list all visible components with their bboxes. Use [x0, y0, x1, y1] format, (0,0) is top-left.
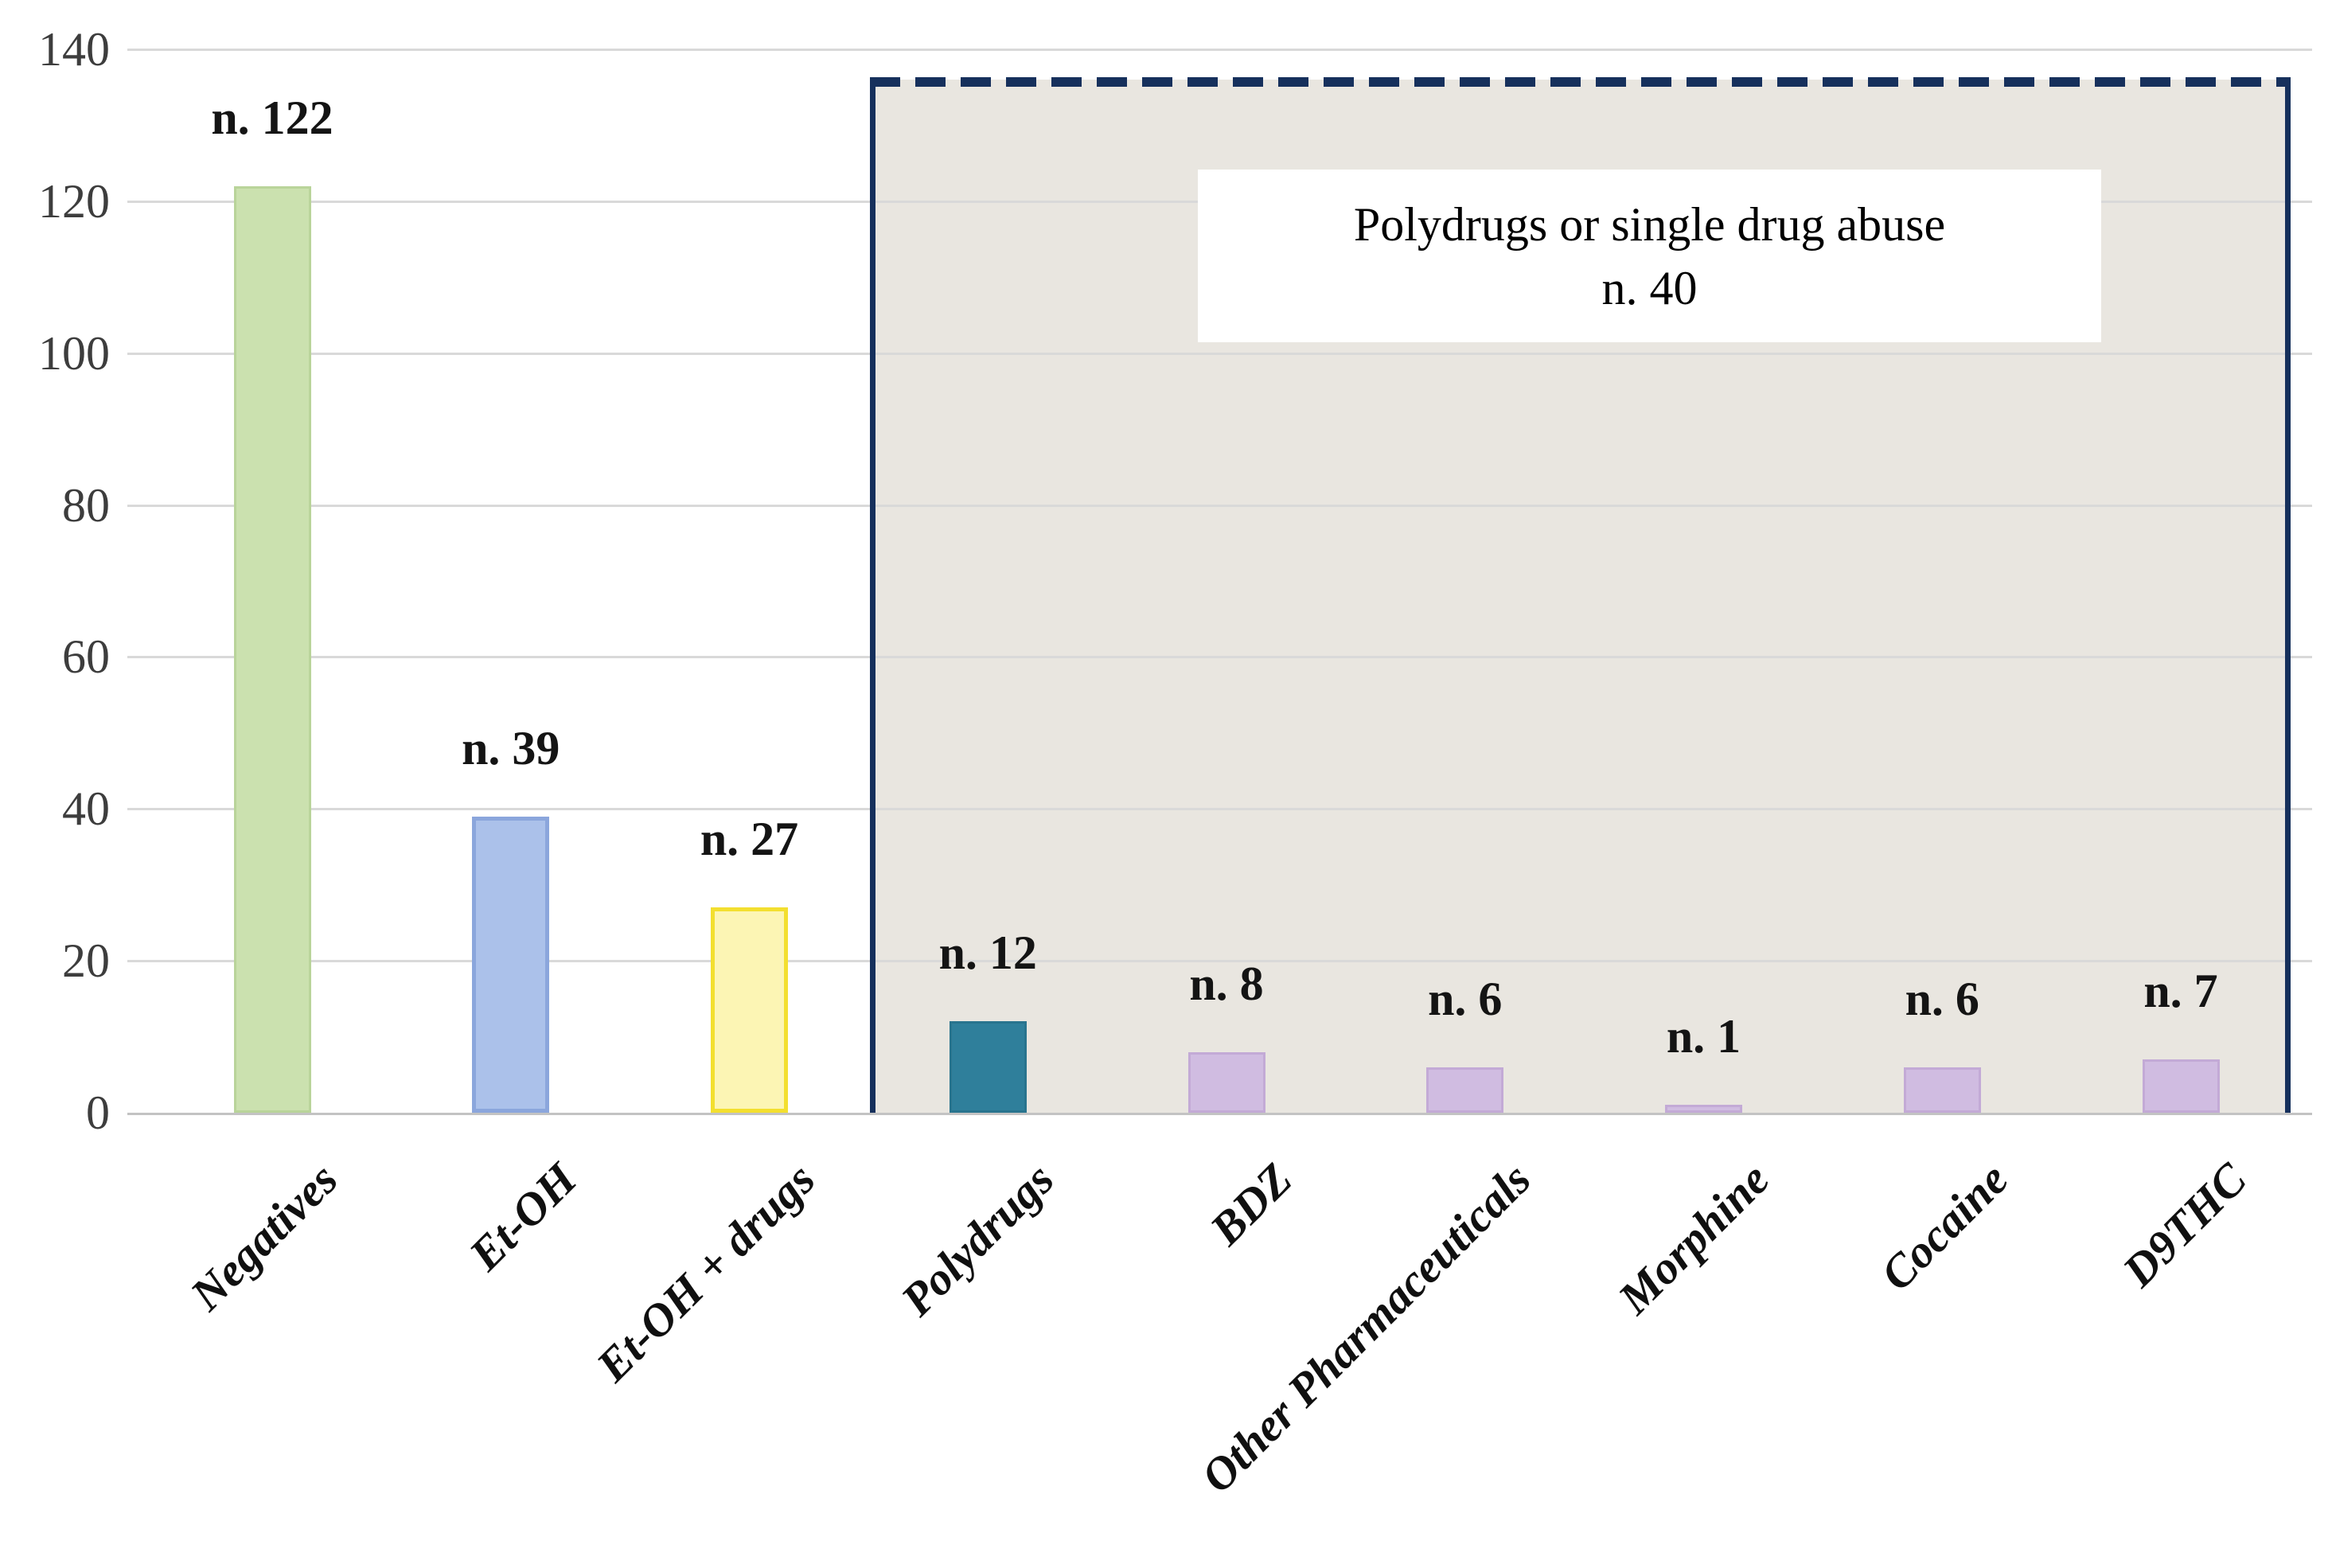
highlight-region-border-right	[2285, 80, 2291, 1113]
x-axis-label-et-oh-drugs: Et-OH + drugs	[586, 1153, 825, 1392]
x-axis-label-et-oh: Et-OH	[458, 1153, 587, 1281]
bar-et-oh	[472, 817, 550, 1113]
y-tick-label-140: 140	[38, 23, 110, 76]
x-axis-label-cocaine: Cocaine	[1870, 1153, 2018, 1301]
bar-value-label-other-pharmaceuticals: n. 6	[1428, 973, 1503, 1025]
x-axis-label-polydrugs: Polydrugs	[891, 1153, 1063, 1326]
bar-d9thc	[2142, 1059, 2220, 1113]
gridline-100	[127, 352, 2312, 355]
bar-other-pharmaceuticals	[1426, 1067, 1504, 1113]
y-tick-label-60: 60	[62, 630, 110, 684]
x-axis-label-bdz: BDZ	[1199, 1153, 1302, 1255]
bar-value-label-et-oh-drugs: n. 27	[700, 813, 799, 865]
x-axis-label-d9thc: D9THC	[2112, 1153, 2256, 1297]
bar-value-label-morphine: n. 1	[1666, 1010, 1741, 1063]
bar-value-label-et-oh: n. 39	[462, 722, 560, 774]
region-annotation-line2: n. 40	[1601, 261, 1698, 314]
bar-morphine	[1665, 1105, 1742, 1113]
bar-value-label-negatives: n. 122	[211, 92, 333, 144]
gridline-60	[127, 656, 2312, 659]
y-tick-label-100: 100	[38, 326, 110, 380]
bar-value-label-cocaine: n. 6	[1905, 973, 1979, 1025]
gridline-80	[127, 504, 2312, 507]
y-tick-label-80: 80	[62, 478, 110, 532]
region-annotation-line1: Polydrugs or single drug abuse	[1353, 197, 1946, 251]
bar-et-oh-drugs	[711, 907, 788, 1113]
x-axis-line	[127, 1113, 2312, 1115]
y-tick-label-20: 20	[62, 934, 110, 988]
bar-bdz	[1187, 1052, 1265, 1113]
bar-cocaine	[1903, 1067, 1981, 1113]
bar-polydrugs	[949, 1021, 1027, 1113]
bar-value-label-bdz: n. 8	[1189, 958, 1264, 1010]
highlight-region-border-top-dashed	[870, 77, 2291, 87]
region-annotation-box: Polydrugs or single drug abuse n. 40	[1198, 170, 2101, 342]
y-tick-label-40: 40	[62, 782, 110, 836]
gridline-140	[127, 49, 2312, 51]
x-axis-label-negatives: Negatives	[180, 1153, 348, 1320]
highlight-region-border-left	[870, 80, 875, 1113]
y-tick-label-0: 0	[86, 1086, 110, 1139]
y-tick-label-120: 120	[38, 174, 110, 228]
gridline-20	[127, 960, 2312, 963]
x-axis-label-morphine: Morphine	[1608, 1153, 1780, 1324]
gridline-40	[127, 808, 2312, 811]
bar-value-label-polydrugs: n. 12	[938, 926, 1037, 979]
bar-value-label-d9thc: n. 7	[2143, 965, 2218, 1017]
bar-negatives	[233, 186, 311, 1113]
